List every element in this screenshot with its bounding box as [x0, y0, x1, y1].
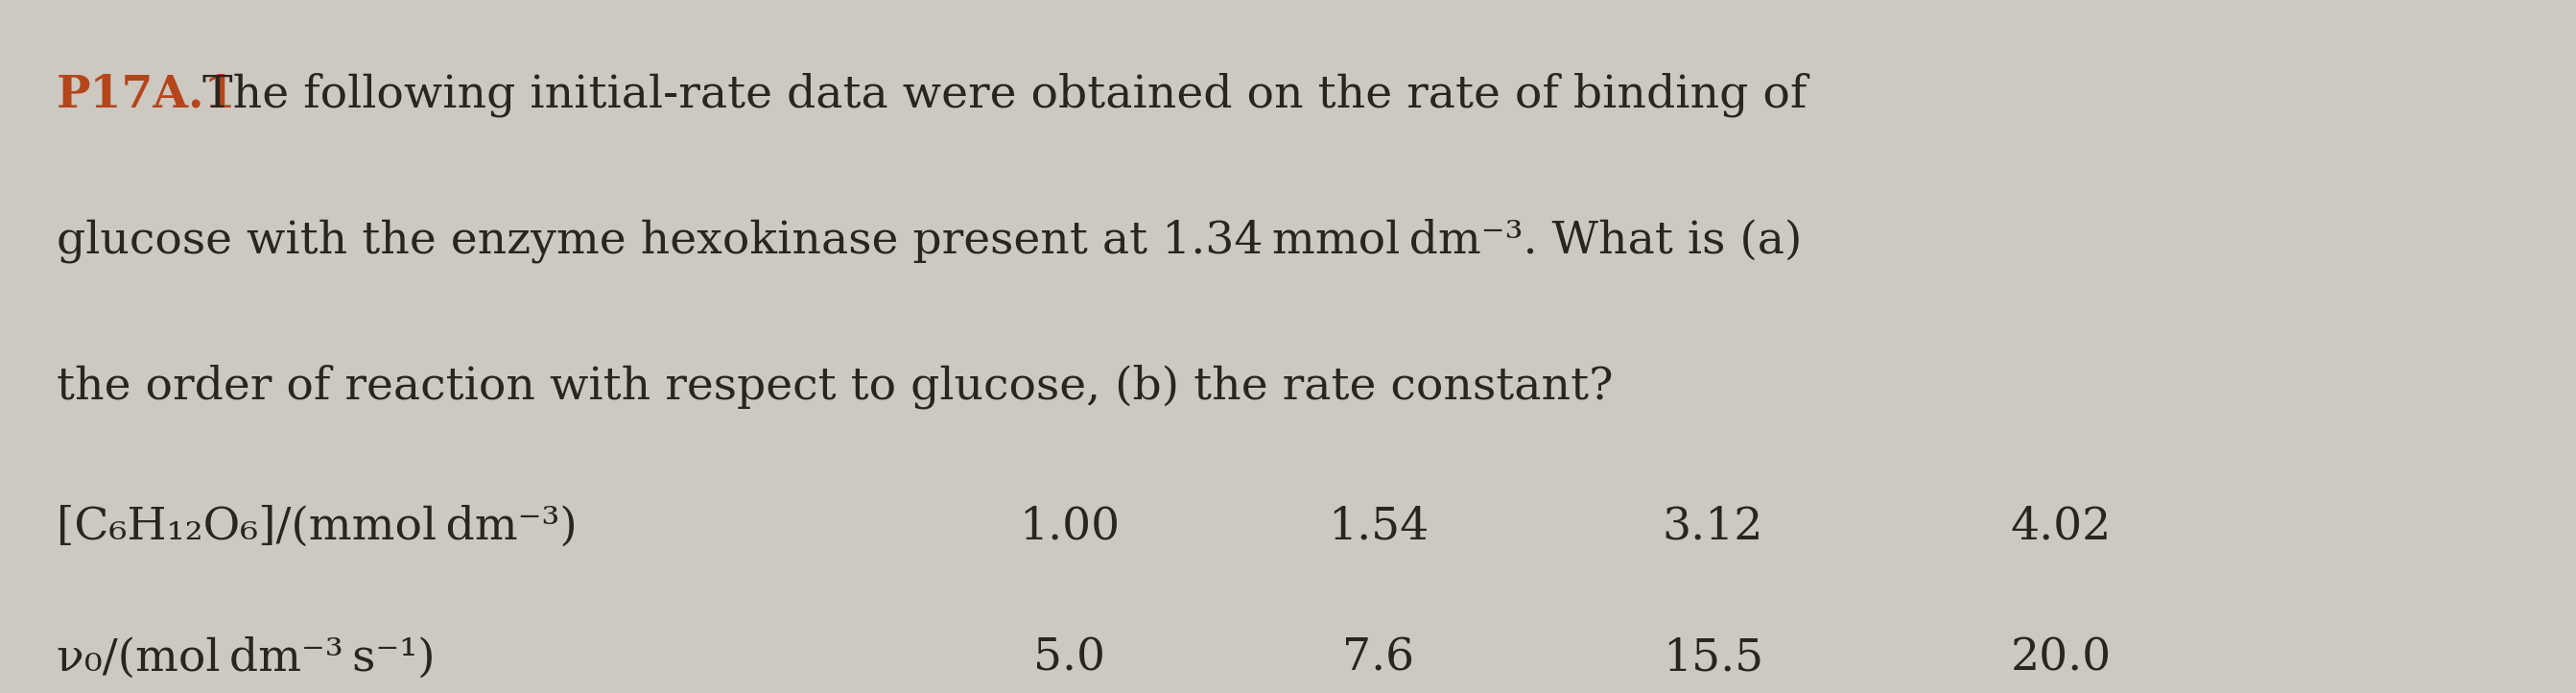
Text: The following initial-rate data were obtained on the rate of binding of: The following initial-rate data were obt…	[188, 73, 1806, 117]
Text: 1.00: 1.00	[1018, 505, 1121, 548]
Text: [C₆H₁₂O₆]/(mmol dm⁻³): [C₆H₁₂O₆]/(mmol dm⁻³)	[57, 505, 577, 548]
Text: glucose with the enzyme hexokinase present at 1.34 mmol dm⁻³. What is (a): glucose with the enzyme hexokinase prese…	[57, 218, 1803, 263]
Text: 3.12: 3.12	[1662, 505, 1765, 548]
Text: 1.54: 1.54	[1327, 505, 1430, 548]
Text: ν₀/(mol dm⁻³ s⁻¹): ν₀/(mol dm⁻³ s⁻¹)	[57, 637, 435, 680]
Text: 5.0: 5.0	[1033, 637, 1105, 680]
Text: the order of reaction with respect to glucose, (b) the rate constant?: the order of reaction with respect to gl…	[57, 364, 1613, 408]
Text: 7.6: 7.6	[1342, 637, 1414, 680]
Text: 4.02: 4.02	[2009, 505, 2112, 548]
Text: 20.0: 20.0	[2009, 637, 2112, 680]
Text: P17A.1: P17A.1	[57, 73, 237, 117]
Text: 15.5: 15.5	[1662, 637, 1765, 680]
